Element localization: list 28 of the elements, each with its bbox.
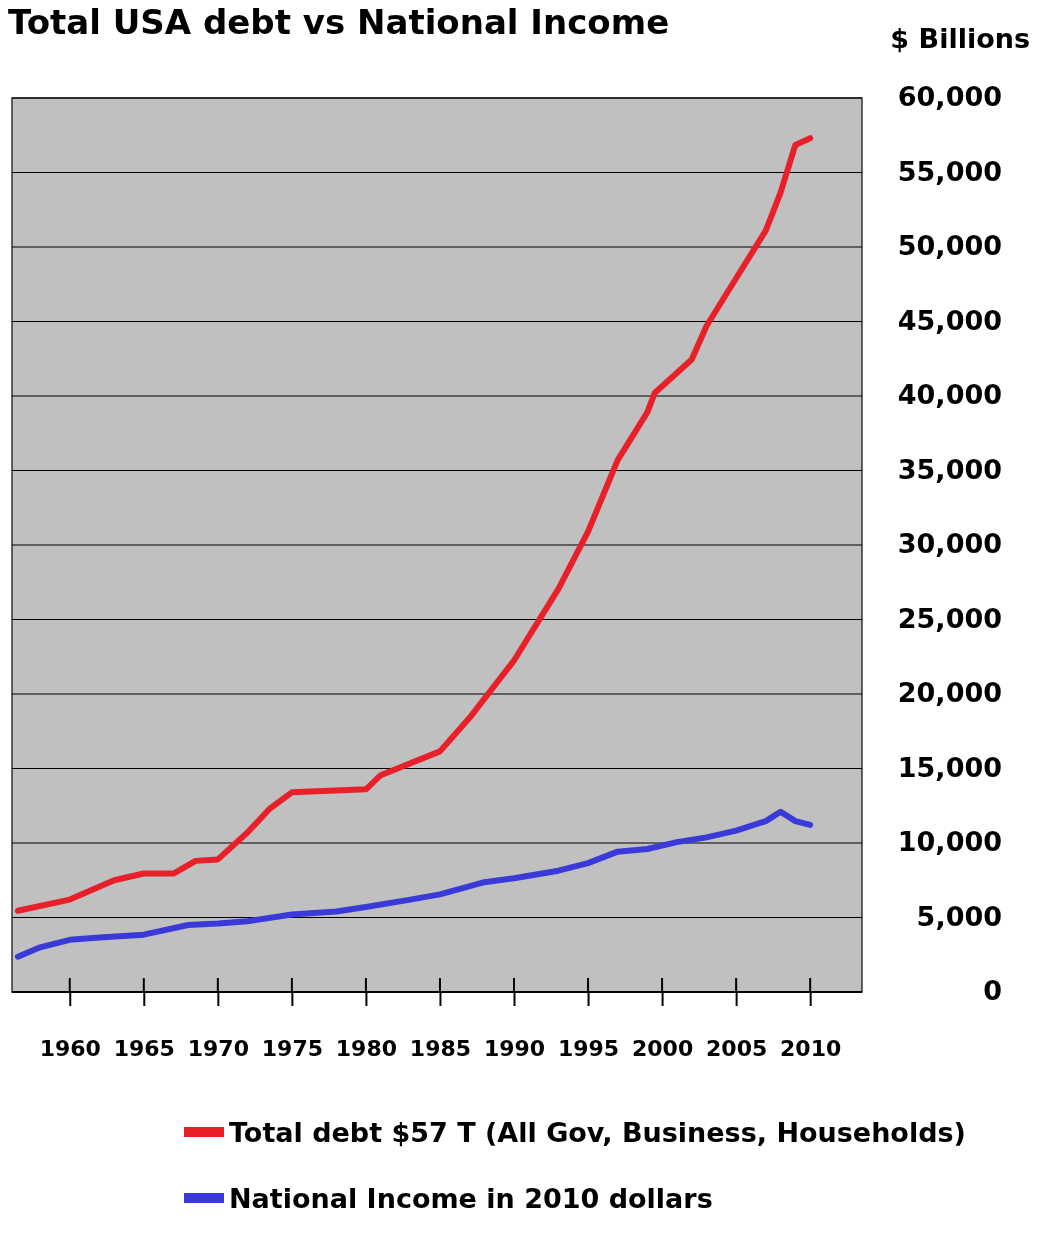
x-tick-label: 1970 xyxy=(187,1035,249,1061)
y-tick-label: 55,000 xyxy=(897,155,1002,187)
x-tick-label: 1980 xyxy=(335,1035,398,1061)
y-axis-title: $ Billions xyxy=(890,23,1030,54)
x-tick-label: 1965 xyxy=(113,1035,175,1061)
y-tick-label: 35,000 xyxy=(897,453,1002,485)
y-tick-label: 40,000 xyxy=(897,379,1002,410)
x-tick-label: 1960 xyxy=(39,1035,101,1061)
x-tick-label: 1990 xyxy=(483,1035,546,1061)
y-tick-label: 20,000 xyxy=(897,677,1002,708)
x-tick-label: 1995 xyxy=(557,1035,620,1061)
legend-label: Total debt $57 T (All Gov, Business, Households) xyxy=(229,1117,966,1148)
x-tick-label: 1975 xyxy=(261,1035,323,1061)
y-tick-label: 60,000 xyxy=(897,81,1002,112)
x-tick-label: 1985 xyxy=(409,1035,472,1061)
x-tick-label: 2000 xyxy=(631,1035,694,1061)
y-tick-label: 30,000 xyxy=(897,528,1002,559)
chart-title: Total USA debt vs National Income xyxy=(8,2,670,42)
legend-label: National Income in 2010 dollars xyxy=(229,1183,713,1214)
x-tick-label: 2005 xyxy=(706,1035,768,1061)
x-tick-label: 2010 xyxy=(780,1035,842,1061)
y-tick-label: 15,000 xyxy=(897,751,1002,783)
y-tick-label: 0 xyxy=(983,975,1002,1006)
y-tick-label: 45,000 xyxy=(897,304,1002,336)
y-tick-label: 5,000 xyxy=(916,900,1002,932)
y-tick-label: 50,000 xyxy=(897,230,1002,261)
y-tick-label: 25,000 xyxy=(897,602,1002,634)
y-tick-label: 10,000 xyxy=(897,826,1002,857)
